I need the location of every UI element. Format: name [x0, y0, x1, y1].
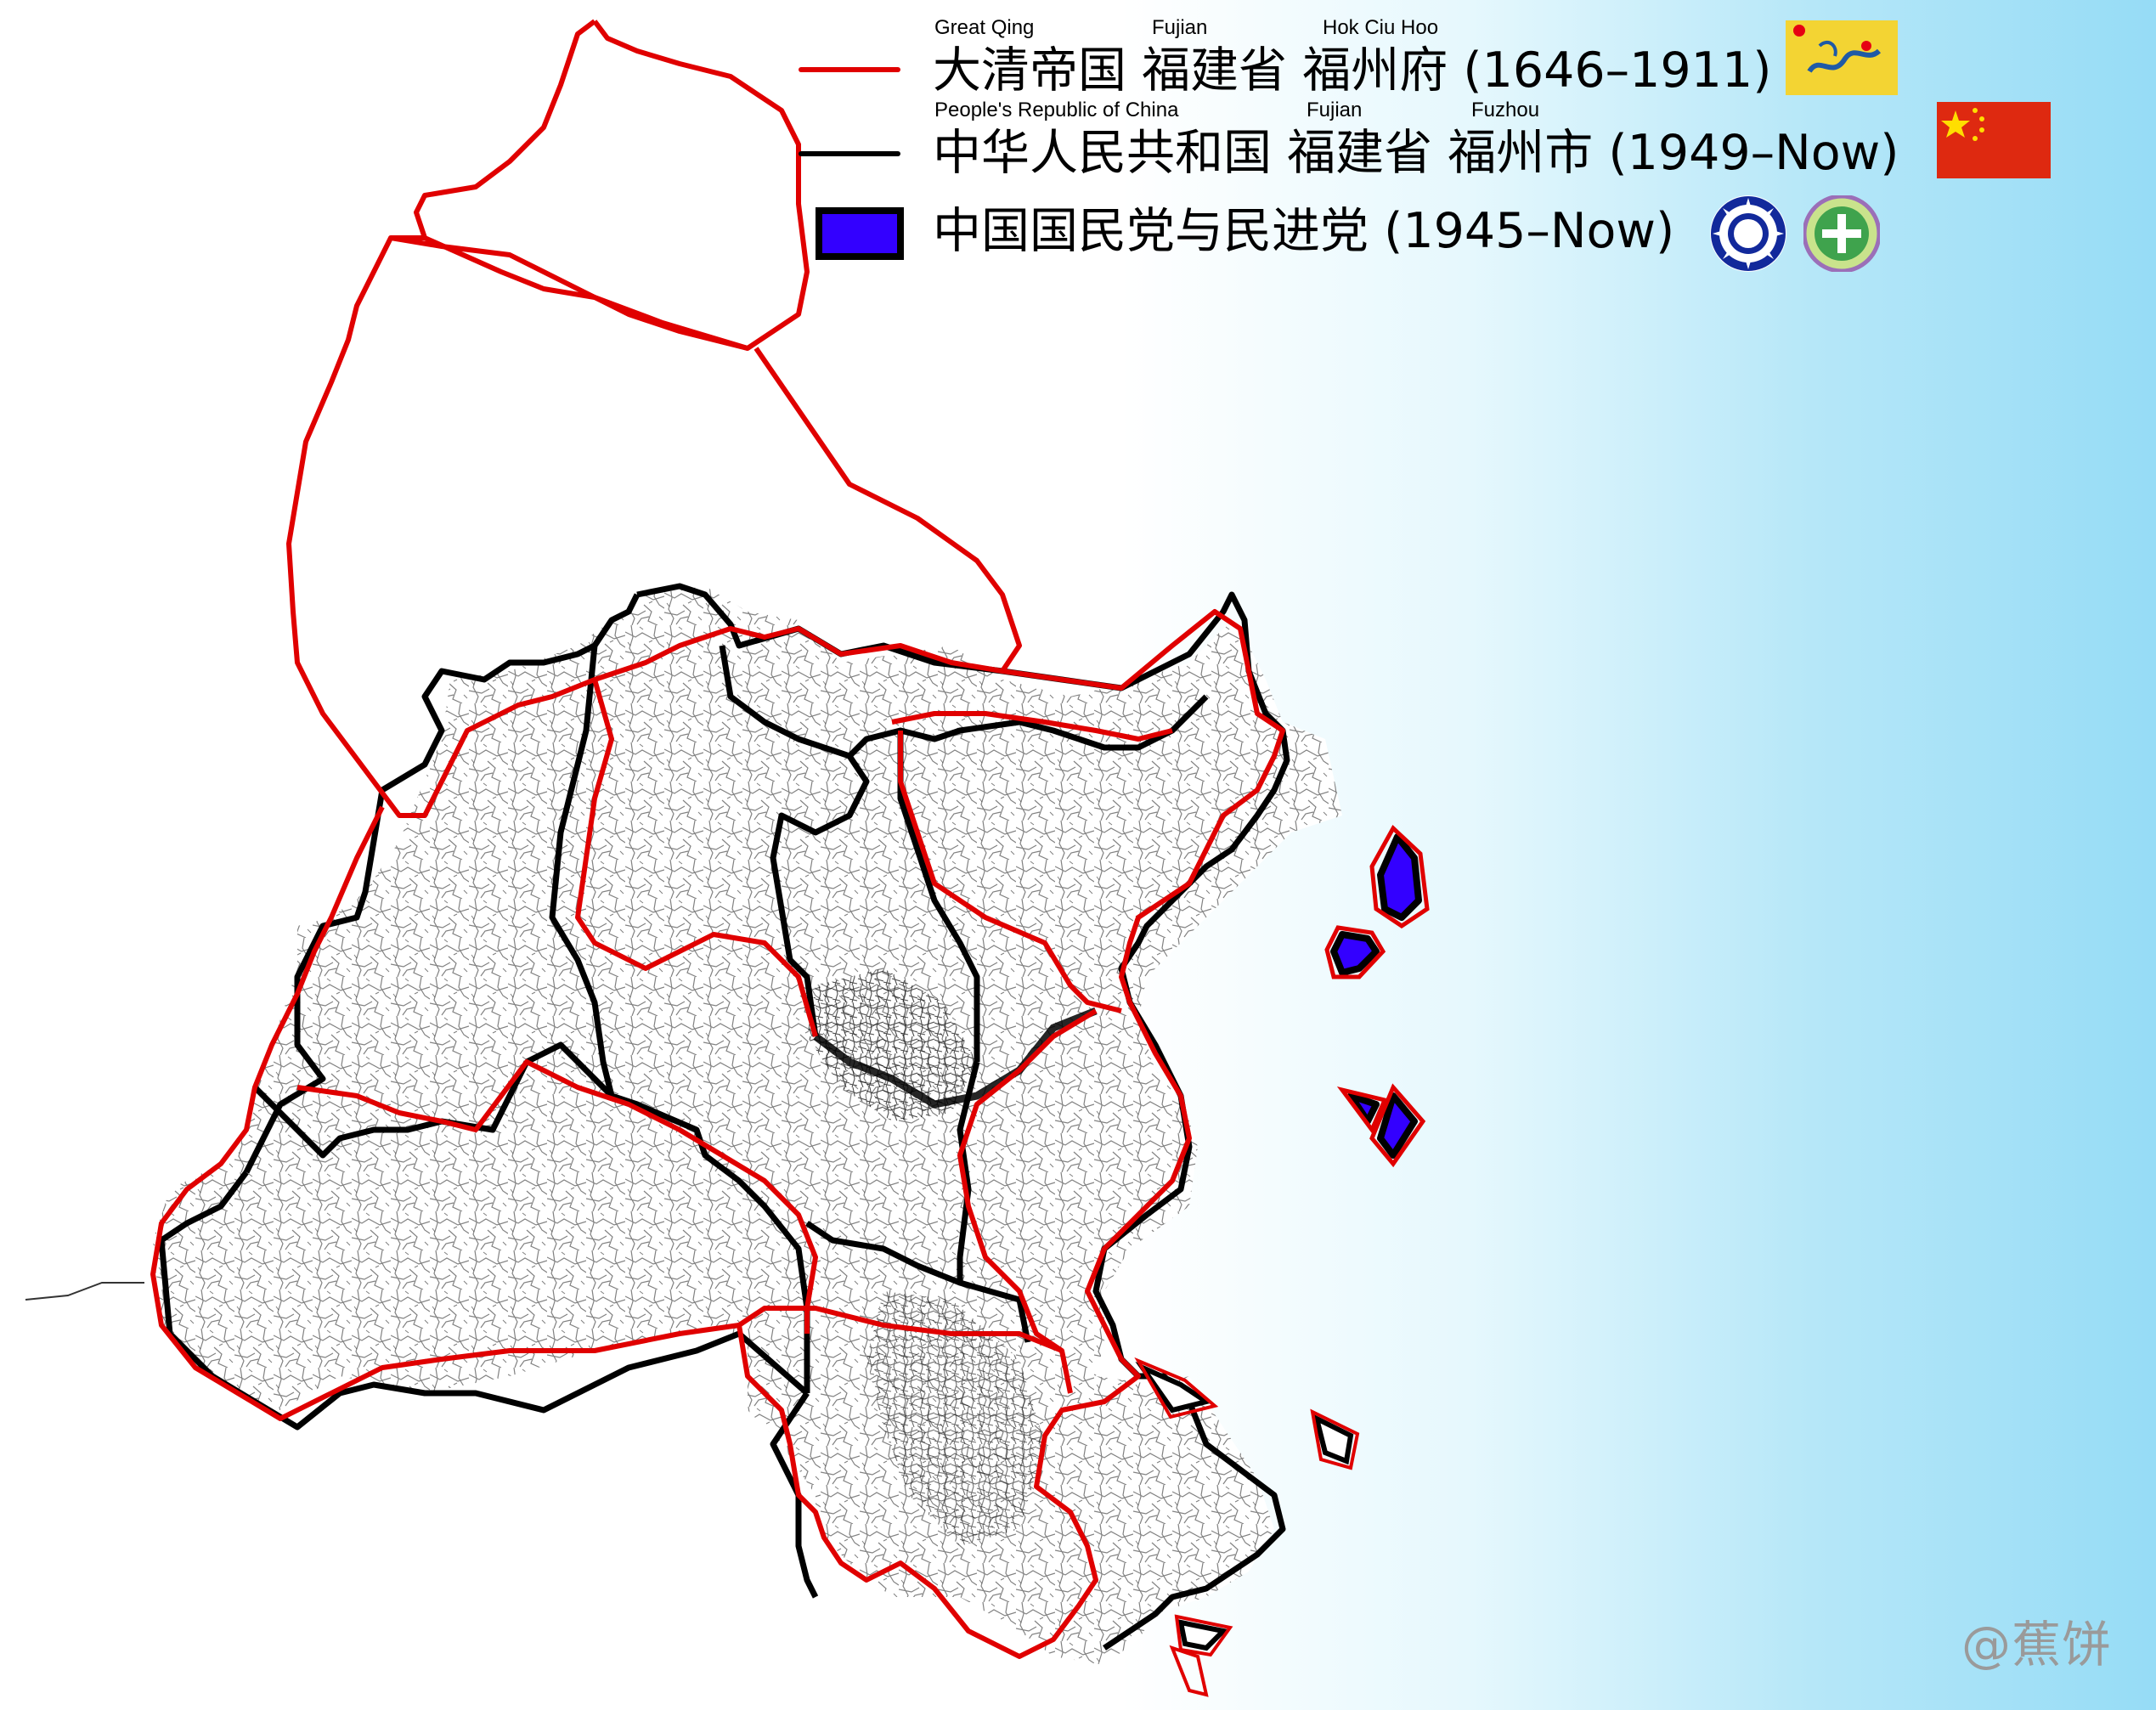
prc-sub-city: Fuzhou — [1471, 99, 1540, 121]
matsu-south-outline — [1336, 1083, 1426, 1168]
qing-northern-region — [286, 20, 1022, 818]
qing-internal-c — [898, 731, 1122, 1013]
island-1-red — [1134, 1357, 1219, 1419]
qing-label: 大清帝国 福建省 福州府 (1646–1911) — [933, 42, 1772, 99]
prc-internal-f — [805, 1221, 1031, 1343]
western-road-spur — [25, 1282, 144, 1301]
qing-line-swatch — [799, 67, 900, 72]
qing-dragon-flag-icon — [1786, 20, 1898, 95]
author-watermark: @蕉饼 — [1961, 1616, 2112, 1673]
coastal-islands — [1135, 1361, 1354, 1651]
prc-line-swatch — [799, 151, 900, 156]
prc-internal-g — [957, 1061, 980, 1283]
kmt-dpp-label: 中国国民党与民进党 (1945–Now) — [933, 203, 1675, 259]
matsu-north-outline — [1369, 824, 1430, 929]
qing-internal-e — [957, 1008, 1098, 1353]
prc-borders — [158, 583, 1290, 1651]
fuqing-urban-area — [866, 1291, 1045, 1546]
road-texture — [153, 586, 1342, 1665]
fuzhou-urban-core — [807, 968, 977, 1121]
prc-western-border — [243, 593, 641, 1174]
prc-sub-province: Fujian — [1307, 99, 1363, 121]
prc-internal-d — [897, 731, 980, 1062]
matsu-island-north — [1377, 833, 1422, 921]
prc-internal-a — [549, 645, 810, 1393]
matsu-island-middle — [1330, 931, 1380, 976]
prc-internal-c — [770, 754, 870, 1037]
prc-southwest-border — [158, 1170, 819, 1599]
qing-sub-country: Great Qing — [934, 16, 1035, 39]
island-3-red — [1174, 1614, 1233, 1657]
held-islands — [1330, 833, 1422, 1159]
qing-western-edge — [150, 805, 740, 1421]
island-2 — [1312, 1414, 1354, 1465]
island-2-red — [1310, 1408, 1360, 1470]
matsu-island-south-a — [1347, 1092, 1380, 1125]
qing-internal-b — [296, 1059, 818, 1334]
island-3 — [1177, 1619, 1229, 1651]
coastal-islands-red — [1134, 1357, 1360, 1697]
qing-internal-a — [575, 679, 818, 1037]
qing-internal-d — [891, 711, 1173, 742]
held-islands-red-outline — [1324, 824, 1430, 1168]
qing-borders — [150, 19, 1285, 1659]
qing-internal-f — [737, 1306, 1073, 1394]
dpp-emblem-icon — [1802, 194, 1882, 274]
prc-internal-b — [719, 645, 1209, 759]
min-river — [813, 1007, 1098, 1109]
island-1 — [1135, 1361, 1213, 1414]
land-area — [25, 586, 1342, 1665]
held-area-swatch — [816, 207, 904, 260]
qing-sub-prefecture: Hok Ciu Hoo — [1323, 16, 1439, 39]
prc-label: 中华人民共和国 福建省 福州市 (1949–Now) — [933, 125, 1899, 181]
qing-north-top — [414, 19, 596, 239]
matsu-middle-outline — [1324, 925, 1386, 979]
prc-sub-country: People's Republic of China — [934, 99, 1179, 121]
qing-outer-coast — [737, 609, 1285, 1659]
matsu-island-south-b — [1377, 1092, 1418, 1159]
island-4-red — [1169, 1645, 1209, 1697]
qing-sub-province: Fujian — [1152, 16, 1208, 39]
qing-north-inner — [390, 235, 748, 351]
kmt-emblem-icon — [1710, 195, 1786, 272]
prc-flag-icon — [1937, 102, 2051, 178]
